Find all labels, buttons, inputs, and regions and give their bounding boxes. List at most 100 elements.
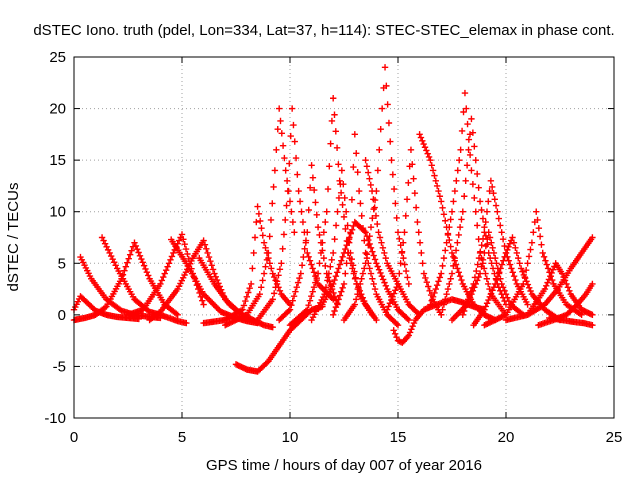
data-point: [104, 246, 112, 254]
data-point: [428, 297, 435, 304]
data-point: [494, 272, 502, 280]
data-point: [281, 154, 288, 162]
data-point: [290, 121, 297, 129]
data-series: [124, 231, 207, 319]
data-point: [384, 306, 391, 313]
data-point: [450, 262, 457, 270]
data-point: [128, 247, 135, 254]
data-point: [469, 287, 477, 294]
data-point: [391, 330, 399, 337]
data-point: [448, 249, 456, 257]
data-point: [389, 293, 396, 301]
data-point: [417, 134, 425, 141]
data-point: [100, 237, 107, 244]
data-marks: [70, 64, 596, 375]
data-point: [298, 208, 305, 215]
data-point: [302, 237, 310, 244]
data-point: [178, 231, 186, 238]
data-point: [476, 270, 484, 277]
axis-ticks: 0 5 10 15 20 25 -10 -5 0 5 10 15 20 25: [44, 49, 622, 446]
data-point: [385, 119, 393, 127]
data-point: [448, 270, 456, 277]
data-point: [435, 187, 442, 195]
data-point: [481, 306, 488, 313]
data-point: [288, 301, 295, 309]
data-point: [352, 296, 360, 303]
data-series: [524, 234, 596, 319]
data-point: [352, 274, 359, 281]
data-point: [451, 254, 458, 262]
data-point: [371, 256, 379, 263]
data-point: [291, 138, 298, 145]
data-point: [416, 239, 424, 246]
data-point: [333, 144, 341, 151]
data-point: [370, 196, 377, 203]
data-point: [323, 208, 330, 215]
data-point: [459, 311, 466, 319]
data-point: [330, 95, 337, 102]
data-point: [112, 262, 119, 269]
data-point: [339, 284, 346, 291]
data-point: [382, 282, 390, 290]
data-point: [304, 306, 311, 313]
data-point: [489, 244, 496, 252]
data-point: [211, 270, 218, 277]
data-point: [330, 280, 337, 288]
data-point: [427, 156, 434, 164]
data-point: [487, 290, 495, 297]
data-point: [496, 269, 503, 276]
data-point: [486, 234, 494, 241]
data-point: [249, 265, 256, 272]
data-point: [376, 234, 384, 241]
data-point: [538, 241, 545, 248]
data-point: [360, 297, 368, 305]
data-point: [530, 229, 537, 236]
data-point: [410, 175, 417, 182]
data-point: [548, 269, 555, 277]
data-point: [433, 282, 441, 289]
data-point: [412, 204, 420, 211]
data-point: [489, 287, 496, 294]
data-point: [545, 276, 553, 283]
data-point: [500, 257, 507, 264]
y-tick-label: 10: [49, 204, 66, 221]
data-point: [355, 285, 363, 293]
data-point: [286, 306, 294, 313]
data-point: [167, 256, 174, 264]
data-point: [255, 210, 263, 217]
data-point: [269, 324, 276, 331]
data-point: [242, 297, 249, 305]
data-point: [558, 270, 566, 277]
data-point: [564, 284, 572, 291]
data-point: [348, 255, 355, 263]
data-point: [361, 265, 368, 272]
data-point: [314, 270, 322, 277]
data-series: [146, 237, 240, 324]
data-point: [468, 115, 475, 123]
data-point: [301, 245, 308, 253]
data-point: [450, 253, 457, 261]
data-point: [439, 262, 446, 270]
data-point: [460, 108, 467, 116]
data-point: [377, 126, 384, 133]
data-point: [472, 208, 479, 215]
data-point: [479, 215, 487, 222]
x-axis-label: GPS time / hours of day 007 of year 2016: [206, 457, 482, 474]
data-point: [324, 277, 331, 284]
data-point: [251, 234, 259, 241]
data-point: [393, 283, 400, 291]
data-point: [367, 223, 375, 231]
data-point: [443, 239, 450, 246]
data-point: [254, 203, 261, 210]
data-point: [534, 216, 541, 224]
data-point: [425, 153, 433, 161]
data-point: [174, 311, 181, 319]
data-point: [447, 216, 454, 223]
data-point: [175, 237, 183, 244]
data-point: [292, 154, 300, 162]
data-point: [308, 162, 315, 169]
data-point: [482, 270, 489, 277]
data-series: [502, 260, 596, 324]
data-point: [331, 307, 338, 315]
data-point: [469, 129, 477, 136]
